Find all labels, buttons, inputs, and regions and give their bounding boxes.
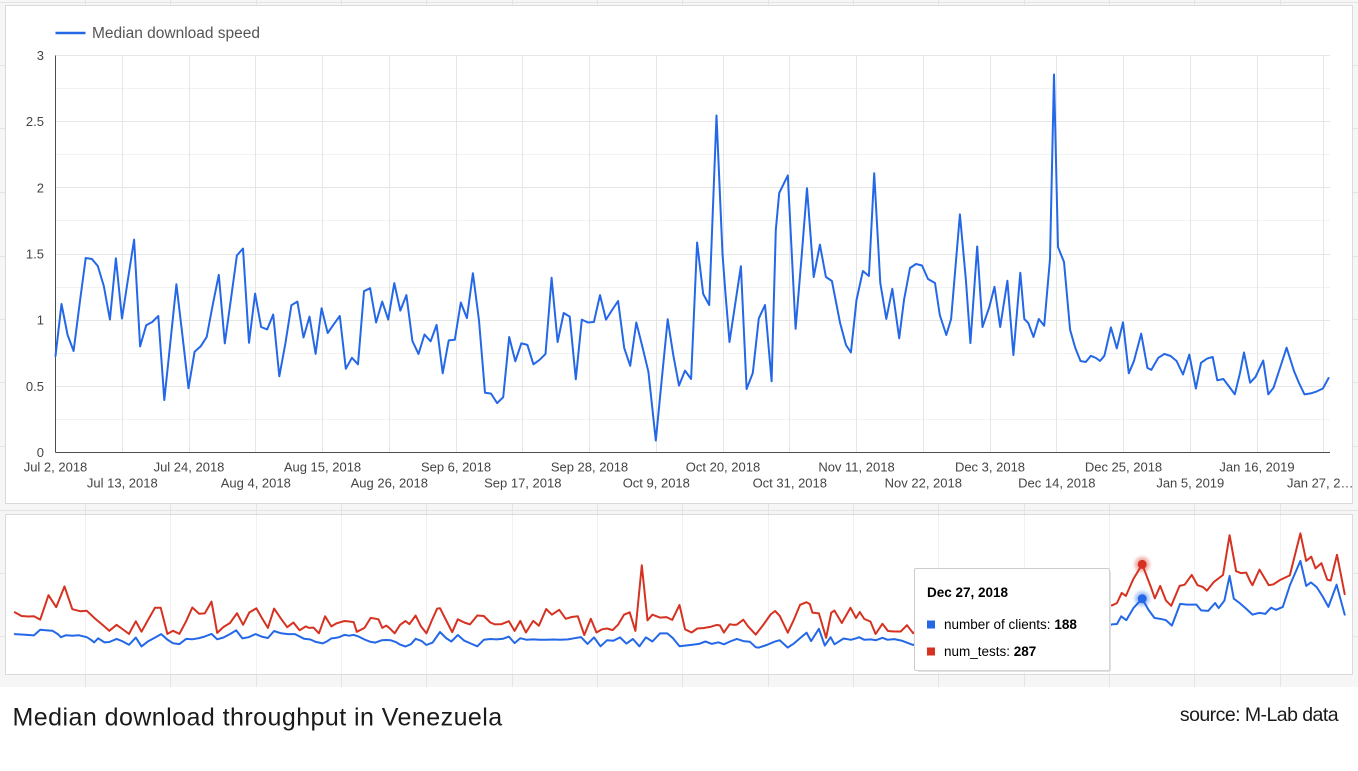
svg-text:Jul 13, 2018: Jul 13, 2018 xyxy=(87,476,158,491)
svg-text:Dec 27, 2018: Dec 27, 2018 xyxy=(927,585,1009,600)
svg-text:0: 0 xyxy=(37,445,44,460)
svg-text:Nov 22, 2018: Nov 22, 2018 xyxy=(885,476,962,491)
svg-text:Oct 31, 2018: Oct 31, 2018 xyxy=(753,476,827,491)
svg-text:2: 2 xyxy=(37,180,44,195)
svg-text:Dec 25, 2018: Dec 25, 2018 xyxy=(1085,460,1162,475)
svg-text:Sep 17, 2018: Sep 17, 2018 xyxy=(484,476,561,491)
svg-text:Oct 9, 2018: Oct 9, 2018 xyxy=(623,476,690,491)
svg-text:Median download throughput in: Median download throughput in Venezuela xyxy=(13,704,503,732)
svg-text:0.5: 0.5 xyxy=(26,379,44,394)
svg-text:Jan 5, 2019: Jan 5, 2019 xyxy=(1156,476,1224,491)
svg-text:Jul 2, 2018: Jul 2, 2018 xyxy=(24,460,88,475)
svg-text:Nov 11, 2018: Nov 11, 2018 xyxy=(818,460,894,475)
svg-text:Sep 28, 2018: Sep 28, 2018 xyxy=(551,460,628,475)
svg-text:Aug 26, 2018: Aug 26, 2018 xyxy=(351,476,428,491)
svg-text:1: 1 xyxy=(37,313,44,328)
svg-text:1.5: 1.5 xyxy=(26,247,44,262)
svg-text:source: M-Lab data: source: M-Lab data xyxy=(1180,704,1339,726)
svg-text:Median download speed: Median download speed xyxy=(92,25,260,42)
svg-text:2.5: 2.5 xyxy=(26,114,44,129)
svg-text:3: 3 xyxy=(37,48,44,63)
svg-text:num_tests: 287: num_tests: 287 xyxy=(944,644,1036,659)
svg-text:Jan 27, 2…: Jan 27, 2… xyxy=(1287,476,1354,491)
svg-text:Oct 20, 2018: Oct 20, 2018 xyxy=(686,460,760,475)
svg-text:number of clients: 188: number of clients: 188 xyxy=(944,617,1077,632)
svg-text:Jul 24, 2018: Jul 24, 2018 xyxy=(154,460,225,475)
svg-text:Jan 16, 2019: Jan 16, 2019 xyxy=(1219,460,1294,475)
svg-text:Dec 3, 2018: Dec 3, 2018 xyxy=(955,460,1025,475)
svg-text:Aug 4, 2018: Aug 4, 2018 xyxy=(221,476,291,491)
svg-text:Aug 15, 2018: Aug 15, 2018 xyxy=(284,460,361,475)
svg-text:Sep 6, 2018: Sep 6, 2018 xyxy=(421,460,491,475)
svg-text:Dec 14, 2018: Dec 14, 2018 xyxy=(1018,476,1095,491)
